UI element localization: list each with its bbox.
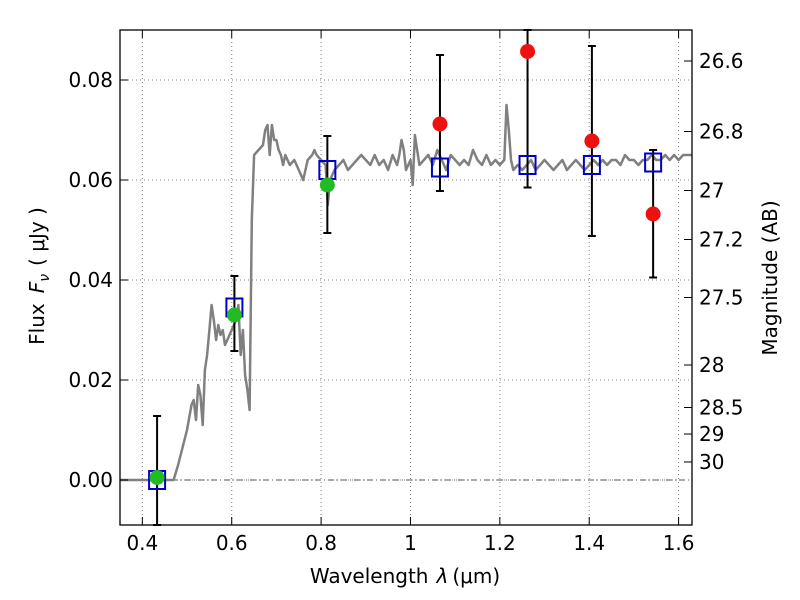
x-tick-label: 0.6: [216, 531, 248, 555]
y-tick-label: 0.04: [68, 268, 113, 292]
x-axis-label: Wavelength λ (μm): [310, 564, 500, 588]
y-tick-label: 0.00: [68, 468, 113, 492]
x-axis-ticks: 0.4 0.6 0.8 1 1.2 1.4 1.6: [126, 30, 695, 555]
y-axis-label: FluxFν( μJy ): [25, 207, 53, 345]
upper-limit-point: [645, 206, 661, 222]
detection-point: [149, 470, 165, 485]
data-markers: [148, 44, 663, 490]
y2-tick-label: 30: [699, 450, 724, 474]
upper-limit-point: [432, 116, 448, 132]
y-tick-label: 0.08: [68, 68, 113, 92]
y2-tick-label: 26.6: [699, 49, 744, 73]
y2-tick-label: 27.2: [699, 228, 744, 252]
y2-tick-label: 27: [699, 179, 724, 203]
grid-lines: [120, 30, 692, 525]
model-photometry-square: [644, 152, 663, 173]
plot-frame: [119, 29, 693, 526]
x-tick-label: 1: [404, 531, 417, 555]
y2-axis-ticks: 26.6 26.8 27 27.2 27.5 28 28.529 30: [684, 49, 744, 474]
x-tick-label: 0.4: [126, 531, 158, 555]
y2-axis-label: Magnitude (AB): [758, 200, 782, 355]
upper-limit-point: [584, 133, 600, 149]
y2-tick-label: 29: [699, 422, 724, 446]
detection-point: [319, 177, 335, 193]
x-tick-label: 1.2: [484, 531, 516, 555]
model-photometry-square: [582, 155, 601, 175]
y-tick-label: 0.02: [68, 368, 113, 392]
upper-limit-point: [520, 44, 536, 59]
x-tick-label: 0.8: [305, 531, 337, 555]
model-photometry-square: [430, 157, 449, 178]
model-spectrum-line: [120, 103, 692, 482]
x-tick-label: 1.6: [663, 531, 695, 555]
detection-point: [226, 307, 242, 323]
y2-tick-label: 27.5: [699, 286, 744, 310]
y2-tick-label: 26.8: [699, 120, 744, 144]
y-tick-label: 0.06: [68, 168, 113, 192]
model-photometry-square: [518, 155, 537, 175]
y2-tick-label: 28.5: [699, 396, 744, 420]
x-tick-label: 1.4: [573, 531, 605, 555]
y-axis-ticks: 0.00 0.02 0.04 0.06 0.08: [68, 68, 128, 492]
y2-tick-label: 28: [699, 353, 724, 377]
